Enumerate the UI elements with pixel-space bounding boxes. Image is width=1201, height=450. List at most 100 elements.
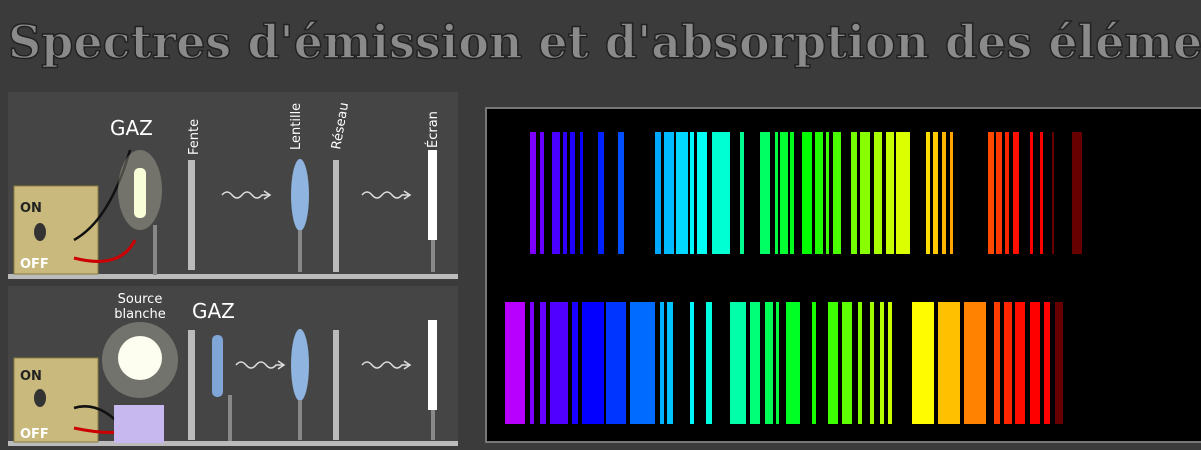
spectral-line: [570, 132, 575, 254]
stand: [431, 410, 435, 440]
spectral-line: [1055, 302, 1063, 424]
spectral-line: [851, 132, 857, 254]
instrument-label: Écran: [425, 111, 441, 148]
spectral-line: [540, 132, 544, 254]
spectral-line: [690, 132, 694, 254]
spectral-line: [994, 302, 1000, 424]
spectral-line: [775, 132, 778, 254]
spectral-line: [964, 302, 986, 424]
stand: [298, 230, 302, 272]
spectral-line: [988, 132, 994, 254]
source-label: blanche: [114, 307, 165, 322]
spectral-line: [950, 132, 953, 254]
spectral-line: [660, 302, 664, 424]
switch-off: OFF: [20, 427, 49, 442]
spectral-line: [655, 132, 661, 254]
spectral-line: [580, 132, 583, 254]
bulb-base: [114, 405, 164, 443]
instrument-label: Fente: [187, 119, 202, 155]
slit: [188, 330, 195, 440]
gas-label: GAZ: [192, 299, 235, 323]
spectral-line: [1072, 132, 1082, 254]
spectral-line: [618, 132, 624, 254]
spectral-line: [706, 302, 712, 424]
spectral-line: [606, 302, 626, 424]
source-label: Source: [118, 292, 163, 307]
gas-label: GAZ: [110, 116, 153, 140]
shelf: [8, 441, 458, 446]
switch-off: OFF: [20, 257, 49, 272]
stand: [431, 240, 435, 272]
spectral-line: [530, 302, 534, 424]
spectral-line: [550, 302, 568, 424]
spectral-line: [886, 132, 894, 254]
spectral-line: [1030, 132, 1033, 254]
spectral-line: [530, 132, 536, 254]
spectral-line: [790, 132, 794, 254]
spectral-line: [912, 302, 934, 424]
spectral-line: [730, 302, 746, 424]
spectral-line: [858, 302, 862, 424]
spectral-line: [996, 132, 1002, 254]
spectral-line: [828, 302, 838, 424]
spectral-line: [760, 132, 770, 254]
spectral-line: [540, 302, 546, 424]
absorption-spectrum: [505, 302, 1063, 424]
spectral-line: [776, 302, 779, 424]
stand: [298, 400, 302, 440]
spectral-line: [870, 302, 874, 424]
emission-setup: ON OFF GAZ Fente Lentille Réseau Écran: [13, 101, 441, 275]
screen: [428, 150, 437, 240]
spectral-line: [1030, 302, 1040, 424]
spectral-line: [712, 132, 730, 254]
light-arrow: [221, 190, 272, 200]
spectral-line: [1040, 132, 1043, 254]
switch-on: ON: [20, 201, 42, 216]
spectral-line: [880, 302, 884, 424]
spectral-line: [896, 132, 910, 254]
spectral-line: [563, 132, 567, 254]
spectral-line: [505, 302, 525, 424]
grating: [333, 330, 339, 440]
title: Spectres d'émission et d'absorption des …: [8, 15, 1201, 69]
spectral-line: [572, 302, 578, 424]
grating: [333, 160, 339, 272]
spectral-line: [765, 302, 773, 424]
emission-spectrum: [530, 132, 1082, 254]
spectral-line: [1044, 302, 1050, 424]
lens: [291, 329, 309, 401]
spectral-line: [676, 132, 688, 254]
light-arrow: [235, 360, 286, 370]
spectral-line: [933, 132, 938, 254]
shelf: [8, 274, 458, 279]
spectral-line: [664, 132, 674, 254]
spectral-line: [1015, 302, 1025, 424]
screen: [428, 320, 437, 410]
slit: [188, 160, 195, 270]
spectral-line: [552, 132, 560, 254]
spectral-line: [598, 132, 604, 254]
spectral-line: [842, 302, 852, 424]
spectral-line: [802, 132, 812, 254]
spectral-line: [942, 132, 946, 254]
spectral-line: [812, 302, 816, 424]
spectral-line: [815, 132, 823, 254]
wire: [73, 239, 137, 263]
switch-on: ON: [20, 369, 42, 384]
spectral-line: [697, 132, 707, 254]
spectral-line: [740, 132, 744, 254]
spectral-line: [888, 302, 892, 424]
spectral-line: [926, 132, 930, 254]
spectral-line: [1005, 132, 1009, 254]
stand: [228, 395, 232, 441]
spectral-line: [1052, 132, 1054, 254]
switch: [34, 223, 46, 241]
absorption-setup: ON OFF Source blanche GAZ: [13, 292, 437, 443]
spectral-line: [786, 302, 800, 424]
spectral-line: [750, 302, 760, 424]
lens: [291, 159, 309, 231]
spectral-line: [690, 302, 694, 424]
spectral-line: [860, 132, 870, 254]
wire: [73, 149, 132, 242]
spectral-line: [667, 302, 673, 424]
